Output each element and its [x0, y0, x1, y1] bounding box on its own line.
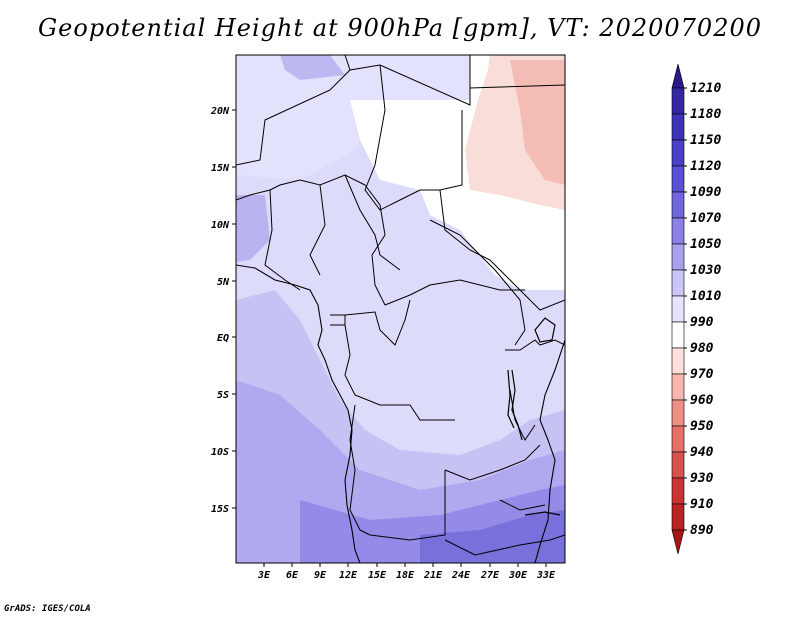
colorbar-label: 890 — [690, 523, 714, 538]
colorbar-swatch — [671, 451, 685, 479]
colorbar-swatch — [671, 321, 685, 349]
region-nw-patch — [280, 55, 345, 80]
colorbar-label: 1010 — [690, 289, 721, 304]
colorbar: 1210 1180 1150 1120 1090 1070 1050 1030 1010 990 9… — [671, 63, 721, 555]
lat-label: 10S — [211, 447, 229, 458]
colorbar-swatch — [671, 399, 685, 427]
colorbar-swatch — [671, 373, 685, 401]
lon-label: 33E — [536, 570, 556, 581]
plot-frame — [235, 54, 566, 564]
colorbar-swatch — [671, 217, 685, 245]
colorbar-label: 1210 — [690, 81, 721, 96]
region-pink-core — [510, 60, 565, 185]
colorbar-label: 1030 — [690, 263, 721, 278]
lon-label: 9E — [314, 570, 327, 581]
colorbar-label: 1050 — [690, 237, 721, 252]
colorbar-label: 1090 — [690, 185, 721, 200]
colorbar-label: 980 — [690, 341, 714, 356]
lat-label: 10N — [211, 220, 230, 231]
lon-label: 3E — [257, 570, 271, 581]
lon-label: 21E — [423, 570, 443, 581]
lat-label: EQ — [217, 333, 229, 344]
region-west-coast — [236, 195, 270, 262]
colorbar-swatch — [671, 477, 685, 505]
colorbar-label: 1120 — [690, 159, 721, 174]
height-field — [236, 55, 565, 563]
colorbar-swatch — [671, 165, 685, 193]
lon-axis — [263, 563, 547, 567]
lat-label: 20N — [210, 106, 230, 117]
lat-label: 15S — [211, 504, 229, 515]
colorbar-swatch — [671, 139, 685, 167]
coastline — [236, 264, 565, 563]
colorbar-label: 1150 — [690, 133, 721, 148]
colorbar-swatch — [671, 347, 685, 375]
lat-label: 5N — [217, 277, 230, 288]
lon-label: 6E — [286, 570, 299, 581]
colorbar-swatch — [671, 87, 685, 115]
map-title: Geopotential Height at 900hPa [gpm], VT:… — [38, 14, 762, 42]
colorbar-label: 950 — [690, 419, 714, 434]
colorbar-label: 940 — [690, 445, 714, 460]
colorbar-label: 990 — [690, 315, 714, 330]
colorbar-swatch — [671, 529, 685, 555]
country-borders — [236, 55, 565, 556]
colorbar-swatch — [671, 425, 685, 453]
colorbar-label: 1070 — [690, 211, 721, 226]
colorbar-swatch — [671, 191, 685, 219]
lon-label: 12E — [339, 570, 358, 581]
lon-label: 27E — [480, 570, 500, 581]
colorbar-swatch — [671, 269, 685, 297]
colorbar-label: 930 — [690, 471, 714, 486]
colorbar-label: 1180 — [690, 107, 721, 122]
colorbar-swatch — [671, 113, 685, 141]
lon-label: 15E — [368, 570, 387, 581]
colorbar-swatch — [671, 63, 685, 89]
footer-credit: GrADS: IGES/COLA — [4, 604, 91, 614]
region-northwest — [236, 55, 470, 180]
lon-label: 30E — [508, 570, 528, 581]
lat-label: 15N — [211, 163, 230, 174]
colorbar-label: 910 — [690, 497, 714, 512]
lon-label: 18E — [396, 570, 415, 581]
lat-label: 5S — [217, 390, 229, 401]
lon-label: 24E — [451, 570, 471, 581]
colorbar-swatch — [671, 243, 685, 271]
lakes — [507, 317, 561, 516]
colorbar-label: 970 — [690, 367, 714, 382]
lat-axis — [232, 109, 236, 509]
colorbar-label: 960 — [690, 393, 714, 408]
colorbar-swatch — [671, 503, 685, 531]
region-south-4 — [420, 510, 565, 563]
colorbar-swatch — [671, 295, 685, 323]
